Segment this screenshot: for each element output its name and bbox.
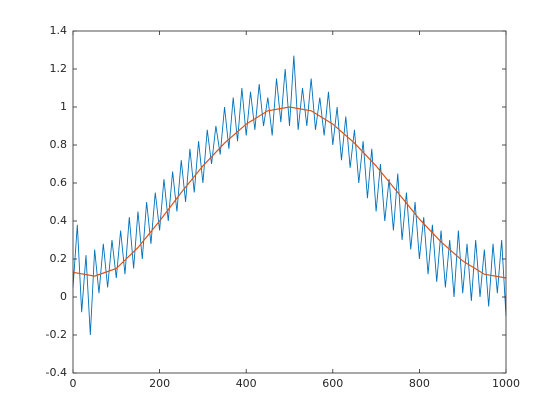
x-tick-label: 200 (149, 377, 170, 390)
data-line (72, 106, 507, 279)
y-tick-label: 0 (60, 290, 67, 303)
y-tick-label: 0.6 (50, 176, 68, 189)
x-tick-label: 600 (322, 377, 343, 390)
data-line (72, 55, 507, 336)
x-tick-label: 1000 (492, 377, 520, 390)
y-tick-label: 1 (60, 100, 67, 113)
y-tick-label: 0.4 (50, 214, 68, 227)
y-tick-label: 0.2 (50, 252, 68, 265)
plot-area (73, 31, 506, 373)
axes-box (72, 30, 507, 374)
y-tick-label: -0.2 (46, 328, 67, 341)
y-tick-label: 0.8 (50, 138, 68, 151)
x-tick-label: 0 (70, 377, 77, 390)
x-tick-label: 800 (409, 377, 430, 390)
y-tick-label: 1.4 (50, 24, 68, 37)
y-tick-label: -0.4 (46, 366, 67, 379)
x-tick-label: 400 (236, 377, 257, 390)
y-tick-label: 1.2 (50, 62, 68, 75)
